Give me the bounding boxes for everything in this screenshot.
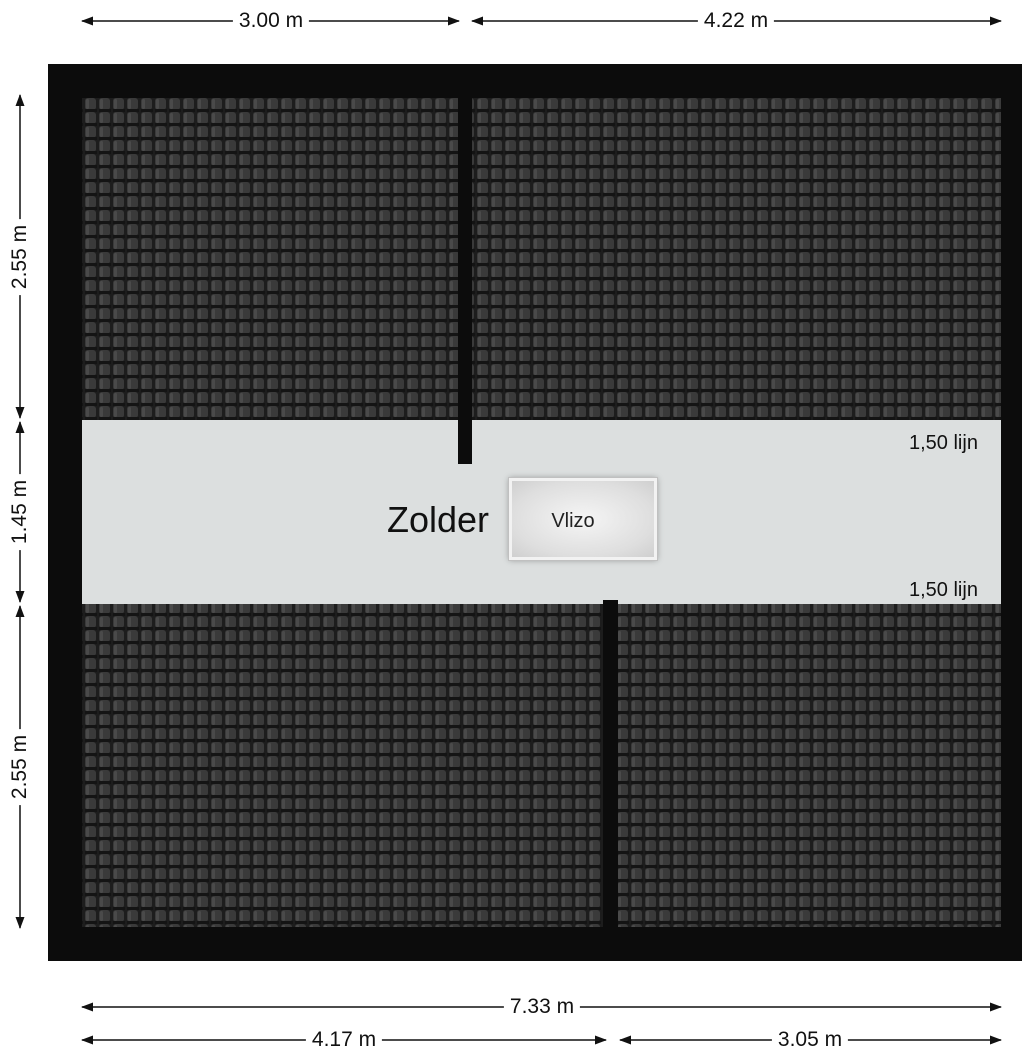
dimension-label-left-middle: 1.45 m: [8, 473, 32, 551]
height-line-label-top: 1,50 lijn: [909, 432, 978, 454]
dimension-label-bottom-left: 4.17 m: [305, 1028, 383, 1052]
room-name: Zolder: [387, 499, 490, 540]
roof-slope-upper: [82, 98, 1001, 420]
dimension-label-top-left: 3.00 m: [232, 9, 310, 33]
wall-lower-divider: [603, 600, 618, 927]
dimension-label-left-lower: 2.55 m: [8, 728, 32, 806]
wall-upper-divider: [458, 98, 472, 464]
attic-hatch: Vlizo: [509, 478, 657, 560]
dimension-label-top-right: 4.22 m: [697, 9, 775, 33]
roof-slope-lower: [82, 604, 1001, 927]
attic-hatch-label: Vlizo: [551, 510, 595, 532]
height-line-label-bottom: 1,50 lijn: [909, 579, 978, 601]
dimension-label-bottom-right: 3.05 m: [771, 1028, 849, 1052]
dimension-label-left-upper: 2.55 m: [8, 218, 32, 296]
dimension-label-bottom-total: 7.33 m: [503, 995, 581, 1019]
